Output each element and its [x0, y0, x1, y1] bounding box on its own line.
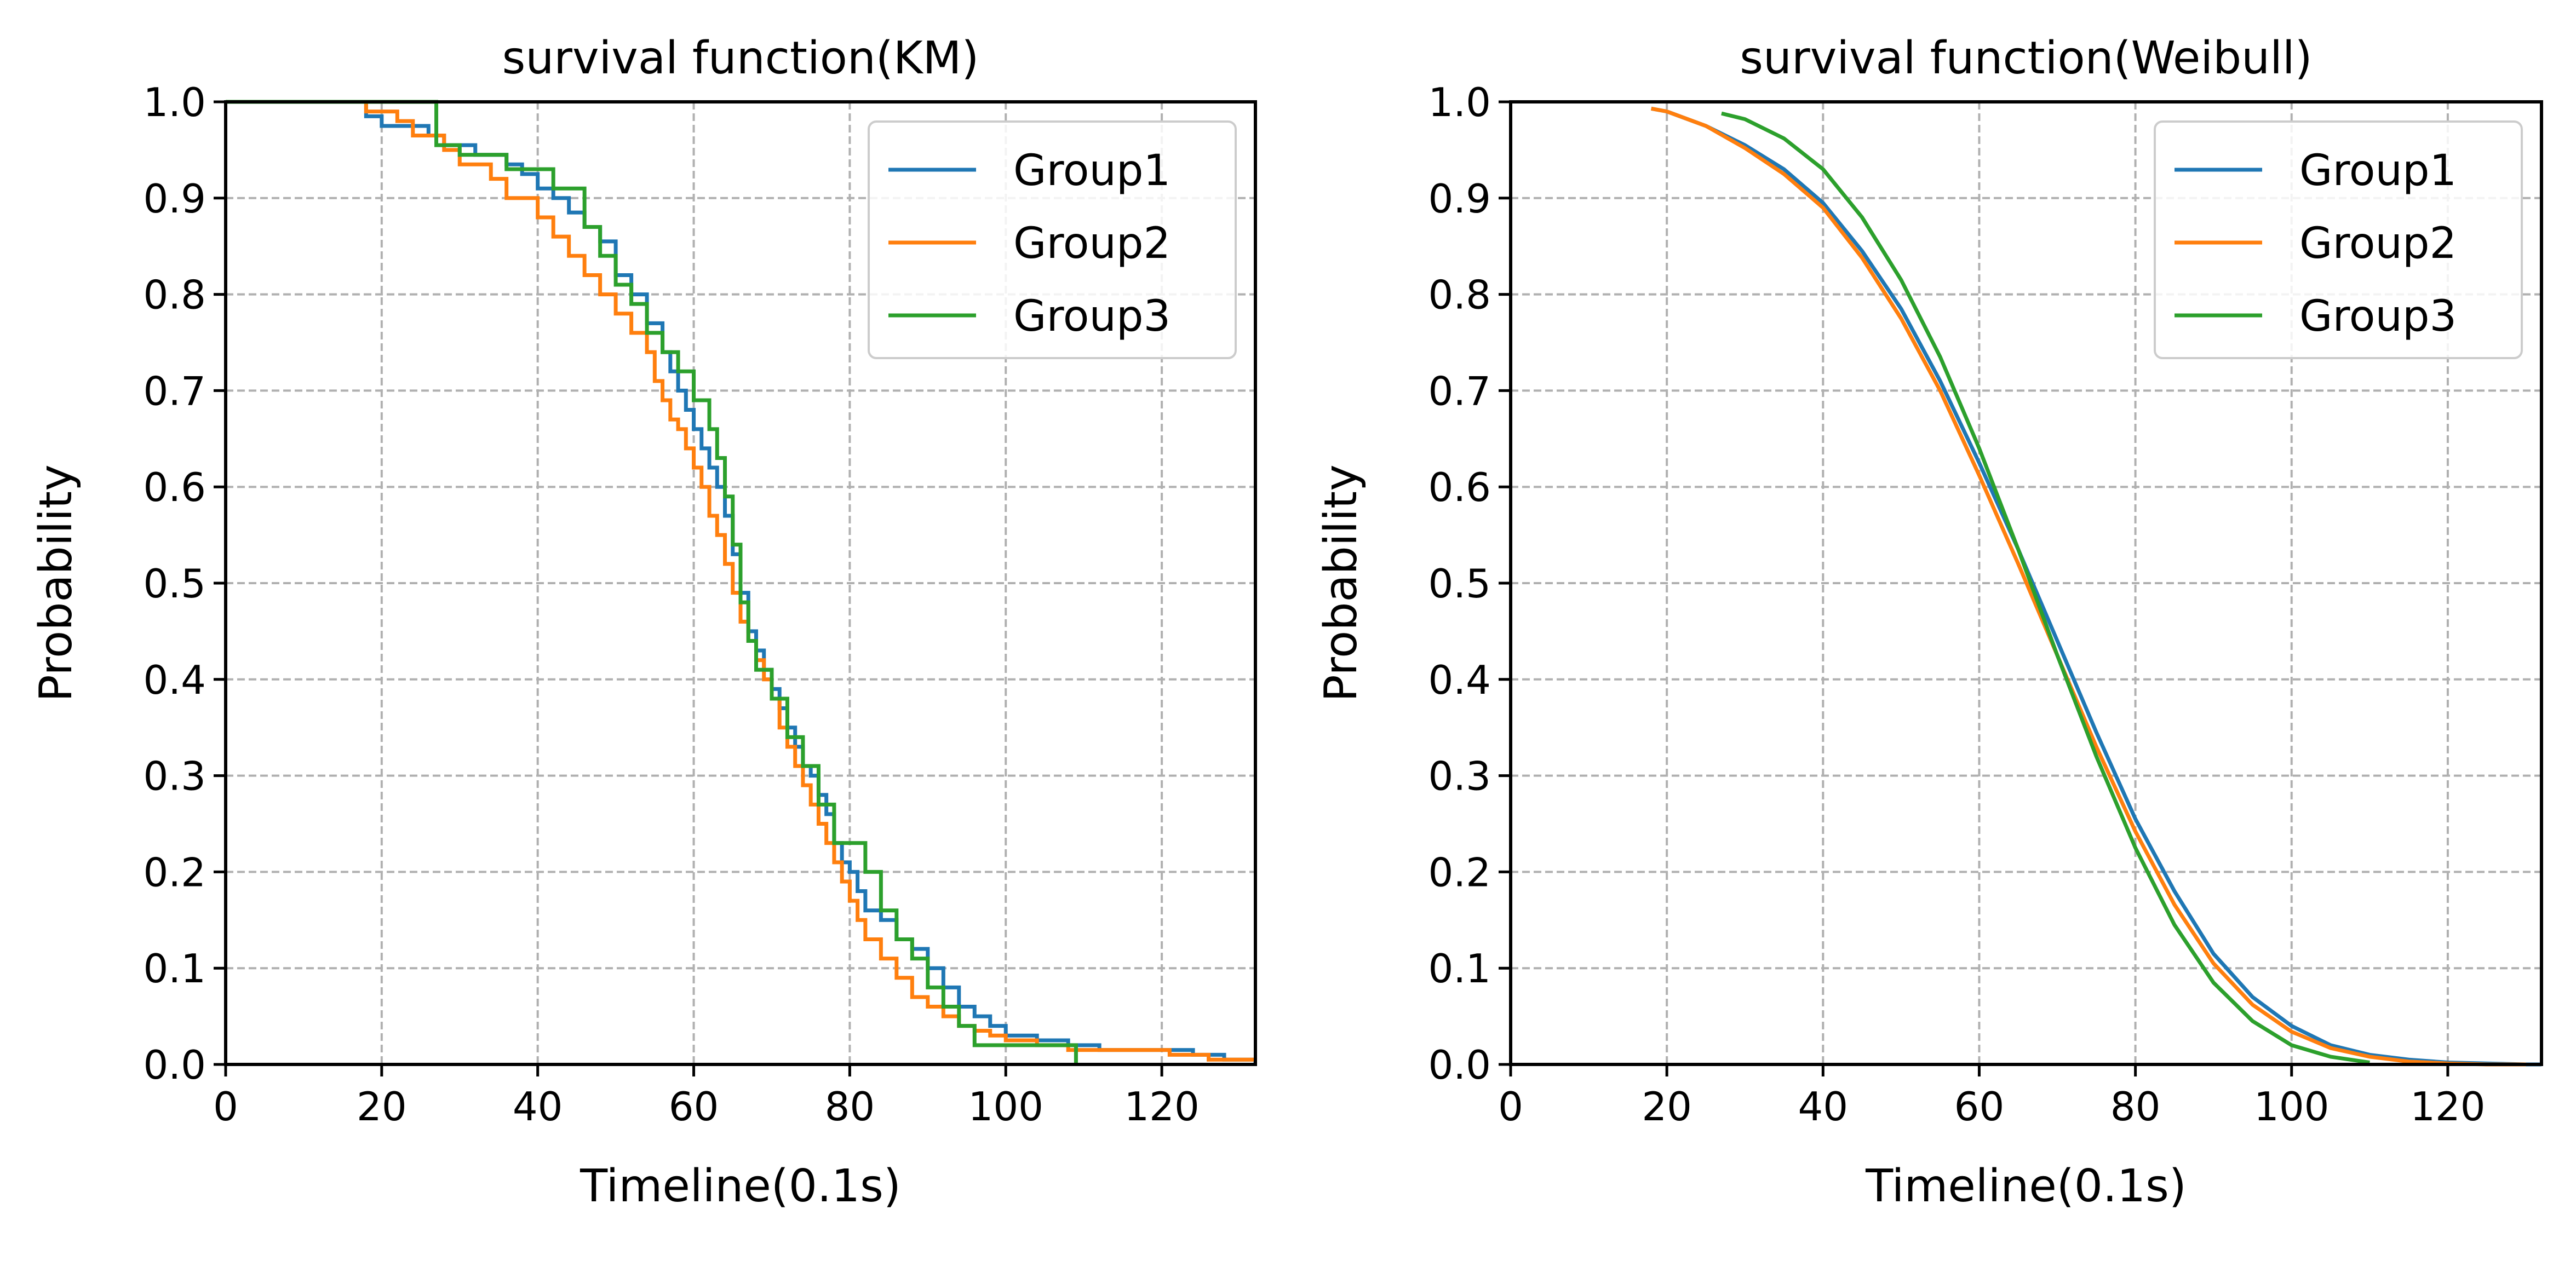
legend-label: Group1: [1013, 146, 1171, 195]
y-tick-label: 0.3: [143, 753, 206, 799]
x-tick-label: 80: [2110, 1084, 2161, 1130]
y-tick-label: 0.3: [1428, 753, 1491, 799]
legend-label: Group1: [2299, 146, 2457, 195]
legend: Group1 Group2 Group3: [2154, 120, 2523, 359]
series-line-group3: [1721, 111, 2370, 1064]
y-tick-label: 0.9: [143, 176, 206, 222]
y-tick-label: 0.6: [1428, 464, 1491, 510]
legend-label: Group2: [2299, 219, 2457, 268]
x-tick-label: 120: [1124, 1084, 1199, 1130]
y-tick-label: 0.4: [143, 657, 206, 703]
y-tick-label: 0.1: [1428, 946, 1491, 992]
y-tick-label: 0.5: [1428, 561, 1491, 607]
legend-box: [2154, 120, 2523, 359]
y-tick-label: 1.0: [143, 79, 206, 125]
y-axis-label: Probability: [30, 464, 82, 701]
x-tick-label: 100: [968, 1084, 1043, 1130]
x-tick-label: 120: [2410, 1084, 2485, 1130]
y-tick-label: 0.6: [143, 464, 206, 510]
chart-title: survival function(KM): [502, 32, 979, 84]
y-tick-label: 0.2: [1428, 849, 1491, 895]
chart-panel-km: 0 20 40 60 80 100 120 0.0 0.1 0.2 0.3 0.4 0.5 0.6 0.7 0…: [30, 32, 1257, 1212]
x-axis-label: Timeline(0.1s): [1865, 1160, 2187, 1212]
y-tick-label: 0.4: [1428, 657, 1491, 703]
y-axis-label: Probability: [1315, 464, 1367, 701]
y-tick-label: 0.0: [1428, 1042, 1491, 1088]
series-group: [226, 100, 1255, 1064]
x-axis-label: Timeline(0.1s): [580, 1160, 901, 1212]
y-tick-label: 0.8: [1428, 272, 1491, 318]
x-tick-label: 0: [1498, 1084, 1523, 1130]
x-tick-label: 20: [357, 1084, 407, 1130]
x-tick-label: 40: [513, 1084, 563, 1130]
chart-panel-weibull: 0 20 40 60 80 100 120 0.0 0.1 0.2 0.3 0.4 0.5 0.6 0.7 0…: [1315, 32, 2543, 1212]
y-tick-label: 0.7: [143, 368, 206, 414]
series-line-group3: [226, 100, 1078, 1064]
x-tick-label: 60: [669, 1084, 719, 1130]
y-tick-label: 0.5: [143, 561, 206, 607]
y-tick-label: 0.1: [143, 946, 206, 992]
x-tick-label: 0: [213, 1084, 238, 1130]
y-tick-label: 0.0: [143, 1042, 206, 1088]
legend-label: Group2: [1013, 219, 1171, 268]
chart-title: survival function(Weibull): [1740, 32, 2312, 84]
x-tick-label: 40: [1798, 1084, 1848, 1130]
x-tick-label: 100: [2254, 1084, 2329, 1130]
legend-label: Group3: [2299, 292, 2457, 341]
x-tick-label: 80: [825, 1084, 875, 1130]
legend-box: [868, 120, 1237, 359]
y-tick-label: 0.7: [1428, 368, 1491, 414]
x-tick-label: 20: [1642, 1084, 1692, 1130]
y-tick-label: 0.8: [143, 272, 206, 318]
legend: Group1 Group2 Group3: [868, 120, 1237, 359]
y-tick-label: 0.9: [1428, 176, 1491, 222]
legend-label: Group3: [1013, 292, 1171, 341]
x-tick-label: 60: [1954, 1084, 2005, 1130]
y-tick-label: 0.2: [143, 849, 206, 895]
y-tick-label: 1.0: [1428, 79, 1491, 125]
series-group: [1651, 106, 2541, 1067]
